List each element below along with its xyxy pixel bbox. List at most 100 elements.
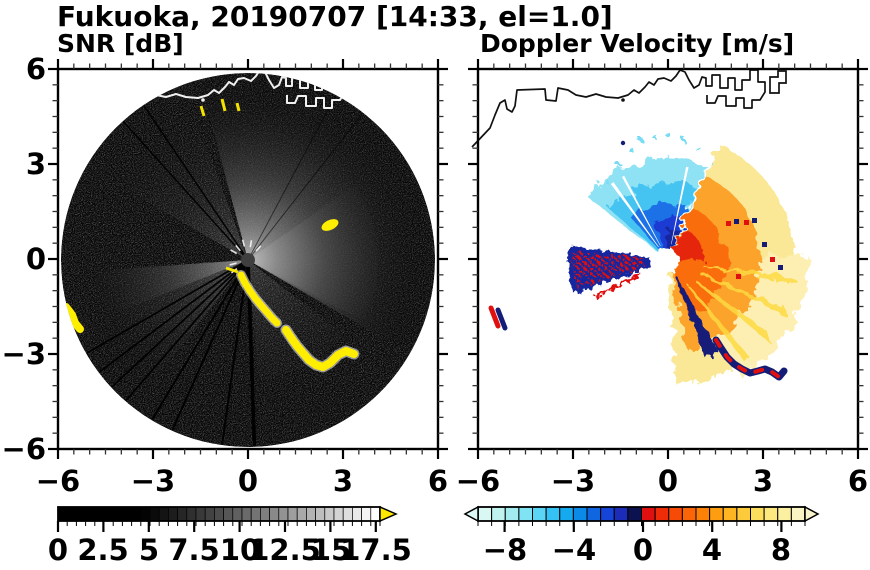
snr-colorbar [56, 505, 398, 532]
vel-cb-segment [491, 506, 506, 522]
vel-cb-segment [477, 506, 493, 522]
vel-cb-segment [654, 506, 670, 522]
blue-speckle [640, 139, 644, 143]
snr-cb-segment [112, 506, 123, 522]
snr-cb-over-arrow [379, 505, 398, 523]
vel-xtick-m6: −6 [455, 464, 501, 498]
snr-xtick-m3: −3 [130, 464, 176, 498]
center-spoke [241, 239, 246, 247]
edge-speckle [770, 257, 775, 262]
coastline [471, 69, 766, 148]
snr-shadow-ray [111, 259, 249, 388]
snr-bright-fan [95, 262, 245, 391]
edge-speckle [778, 265, 783, 270]
snr-shadow-ray [151, 259, 249, 420]
vel-cb-segment [600, 506, 615, 522]
clutter-arc-red [714, 338, 786, 380]
axes-and-ticks [48, 59, 868, 459]
snr-cb-segment [149, 506, 160, 522]
snr-xtick-6: 6 [427, 464, 449, 498]
snr-bright-fan [93, 260, 243, 319]
clutter-arc [237, 271, 281, 327]
center-spoke [235, 244, 241, 252]
vel-cb-segment [736, 506, 751, 522]
blue-speckle [666, 133, 670, 137]
vel-cb-segment [722, 506, 738, 522]
vel-cb-label-m8: −8 [482, 533, 528, 567]
blue-speckle [628, 147, 632, 151]
vel-cb-segment [572, 506, 588, 522]
snr-cb-segment [278, 506, 289, 522]
snr-cb-segment [250, 506, 261, 522]
west-edge-navy [495, 307, 508, 331]
snr-cb-label-17p5: 17.5 [340, 533, 412, 567]
snr-cb-segment [352, 506, 362, 522]
yellow-streak [699, 273, 787, 315]
snr-cb-segment [241, 506, 252, 522]
blue-speckle [653, 135, 657, 139]
snr-cb-segment [370, 506, 381, 522]
coastline-harbor [349, 73, 367, 94]
snr-cb-segment [324, 506, 335, 522]
snr-shadow-ray [143, 105, 249, 261]
clutter-dash [220, 98, 227, 112]
snr-cb-label-10: 10 [219, 533, 261, 567]
snr-xtick-m6: −6 [35, 464, 81, 498]
snr-cb-segment [296, 506, 307, 522]
snr-cb-segment [342, 506, 353, 522]
away-from-radar-fan [668, 144, 808, 386]
vel-cb-over-arrow [804, 505, 820, 523]
snr-cb-segment [168, 506, 178, 522]
velocity-panel-title: Doppler Velocity [m/s] [480, 29, 795, 58]
vel-cb-segment [681, 506, 697, 522]
figure-title: Fukuoka, 20190707 [14:33, el=1.0] [57, 0, 613, 33]
center-spoke [255, 245, 262, 252]
ytick-label-6: 6 [25, 52, 46, 86]
clutter-dash [225, 266, 239, 274]
clutter-dash [199, 105, 206, 117]
snr-cb-segment [76, 506, 86, 522]
vel-cb-label-m4: −4 [551, 533, 597, 567]
clutter-west-edge [62, 303, 84, 333]
toward-radar-fan [587, 133, 722, 254]
edge-speckle [736, 274, 741, 279]
vel-cb-label-0: 0 [632, 533, 654, 567]
vel-cb-segment [545, 506, 561, 522]
snr-panel-title: SNR [dB] [57, 29, 184, 58]
blue-speckle [683, 139, 687, 143]
snr-cb-segment [140, 506, 151, 522]
snr-shadow-ray [247, 95, 336, 261]
yellow-streak [695, 280, 772, 341]
vel-cb-segment [559, 506, 574, 522]
ytick-label-m3: −3 [1, 337, 46, 371]
vel-cb-segment [709, 506, 724, 522]
snr-cb-segment [214, 506, 224, 522]
snr-scan [61, 73, 435, 447]
snr-shadow-ray [122, 121, 249, 261]
blue-speckle [618, 164, 622, 168]
vel-cb-segment [790, 506, 806, 522]
snr-xtick-0: 0 [237, 464, 259, 498]
snr-cb-segment [195, 506, 206, 522]
snr-cb-segment [94, 506, 105, 522]
yellow-streak [702, 264, 795, 285]
snr-cb-label-0: 0 [47, 533, 69, 567]
snr-cb-segment [232, 506, 243, 522]
snr-cb-segment [223, 506, 234, 522]
clutter-arc [282, 326, 358, 371]
blue-wedge [666, 228, 679, 251]
snr-cb-segment [131, 506, 142, 522]
center-spoke [230, 249, 238, 255]
coastline-island [201, 98, 205, 102]
vel-cb-segment [763, 506, 779, 522]
snr-cb-segment [57, 506, 68, 522]
snr-cb-segment [122, 506, 132, 522]
edge-speckle [752, 218, 757, 223]
snr-bright-fan [252, 185, 378, 322]
center-spoke [249, 240, 253, 248]
vel-cb-label-8: 8 [770, 533, 792, 567]
snr-shadow-ray [98, 259, 249, 373]
vel-xtick-6: 6 [847, 464, 869, 498]
